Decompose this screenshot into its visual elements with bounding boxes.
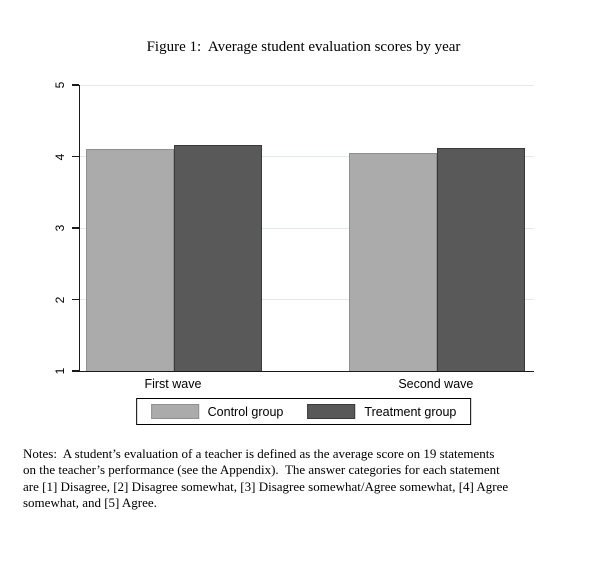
- bar-control-group-first-wave: [85, 148, 174, 371]
- y-axis-tick-label-4: 4: [53, 153, 67, 160]
- y-axis-tick-label-1: 1: [53, 367, 67, 375]
- gridline-y-2: [80, 299, 534, 300]
- gridline-y-4: [80, 156, 534, 157]
- legend: Control group Treatment group: [135, 398, 472, 425]
- bar-treatment-group-second-wave: [436, 147, 525, 371]
- notes-line-2: on the teacher’s performance (see the Ap…: [23, 462, 500, 478]
- gridline-y-3: [80, 227, 534, 229]
- legend-swatch-treatment-group: [307, 404, 356, 419]
- legend-entry-treatment-group: Treatment group: [307, 404, 456, 419]
- y-axis-tick-3: [72, 227, 79, 229]
- y-axis-tick-label-3: 3: [53, 224, 67, 232]
- notes-line-3: are [1] Disagree, [2] Disagree somewhat,…: [23, 478, 509, 494]
- notes-line-4: somewhat, and [5] Agree.: [23, 494, 157, 510]
- y-axis-tick-5: [72, 84, 79, 86]
- x-axis-label-first-wave: First wave: [144, 377, 202, 391]
- figure-notes: Notes: A student’s evaluation of a teach…: [23, 446, 585, 511]
- legend-label-control-group: Control group: [207, 404, 284, 419]
- x-axis-label-second-wave: Second wave: [398, 377, 474, 391]
- bar-treatment-group-first-wave: [173, 145, 262, 371]
- y-axis-tick-label-2: 2: [53, 296, 67, 303]
- y-axis-tick-4: [72, 155, 79, 158]
- gridline-y-5: [80, 84, 534, 86]
- legend-swatch-control-group: [150, 404, 199, 419]
- notes-line-1: Notes: A student’s evaluation of a teach…: [23, 446, 495, 461]
- legend-label-treatment-group: Treatment group: [364, 404, 457, 419]
- bar-control-group-second-wave: [348, 152, 437, 371]
- legend-entry-control-group: Control group: [150, 404, 284, 419]
- figure-title: Figure 1: Average student evaluation sco…: [146, 39, 461, 55]
- y-axis-tick-2: [72, 298, 79, 301]
- y-axis-tick-1: [72, 370, 79, 372]
- y-axis-tick-label-5: 5: [53, 81, 67, 89]
- plot-area: 1 2 3 4 5: [53, 82, 534, 374]
